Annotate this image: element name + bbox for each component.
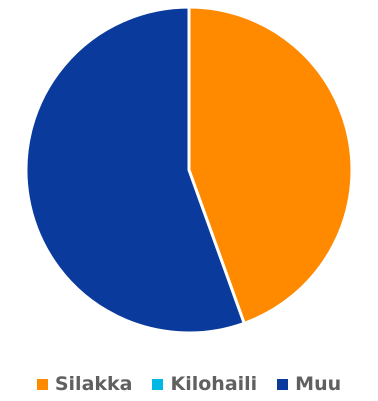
legend-swatch-kilohaili xyxy=(152,378,164,390)
legend-label-muu: Muu xyxy=(295,372,342,395)
legend-swatch-muu xyxy=(277,378,289,390)
pie-slice-muu[interactable] xyxy=(24,5,246,335)
legend-item-kilohaili[interactable]: Kilohaili xyxy=(152,372,258,395)
legend-label-silakka: Silakka xyxy=(54,372,133,395)
legend: Silakka Kilohaili Muu xyxy=(0,370,378,398)
pie-slice-silakka[interactable] xyxy=(187,5,354,325)
legend-item-silakka[interactable]: Silakka xyxy=(36,372,133,395)
pie-chart xyxy=(24,5,354,335)
legend-label-kilohaili: Kilohaili xyxy=(170,372,258,395)
legend-swatch-silakka xyxy=(36,378,48,390)
legend-item-muu[interactable]: Muu xyxy=(277,372,342,395)
